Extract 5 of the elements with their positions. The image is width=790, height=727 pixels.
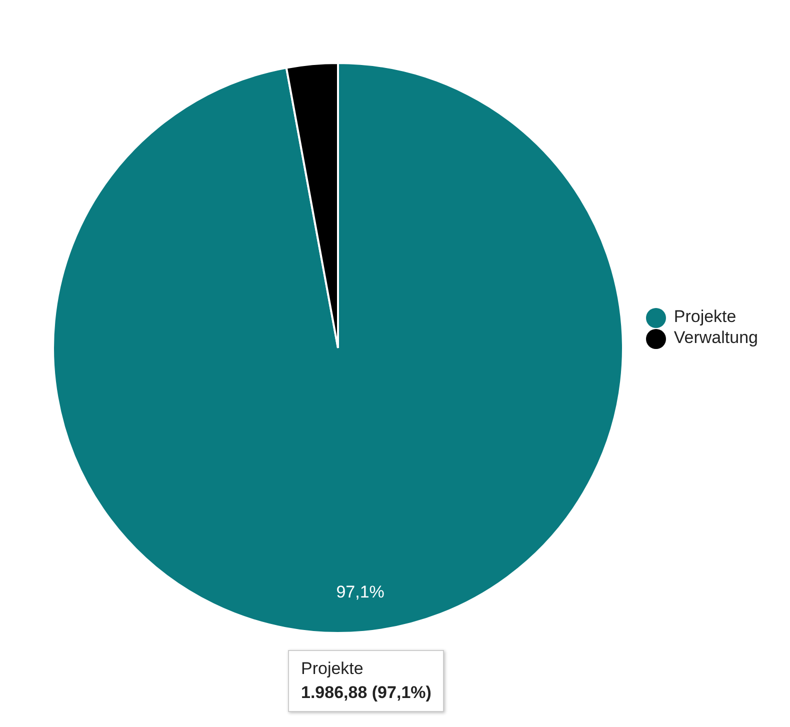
text: Projekte 1.986,88 (97,1%) bbox=[301, 659, 432, 702]
data-label: 97,1% bbox=[336, 582, 384, 602]
legend-label: Verwaltung bbox=[674, 328, 758, 347]
legend-label: Projekte bbox=[674, 307, 736, 326]
pie-slice bbox=[52, 62, 624, 634]
